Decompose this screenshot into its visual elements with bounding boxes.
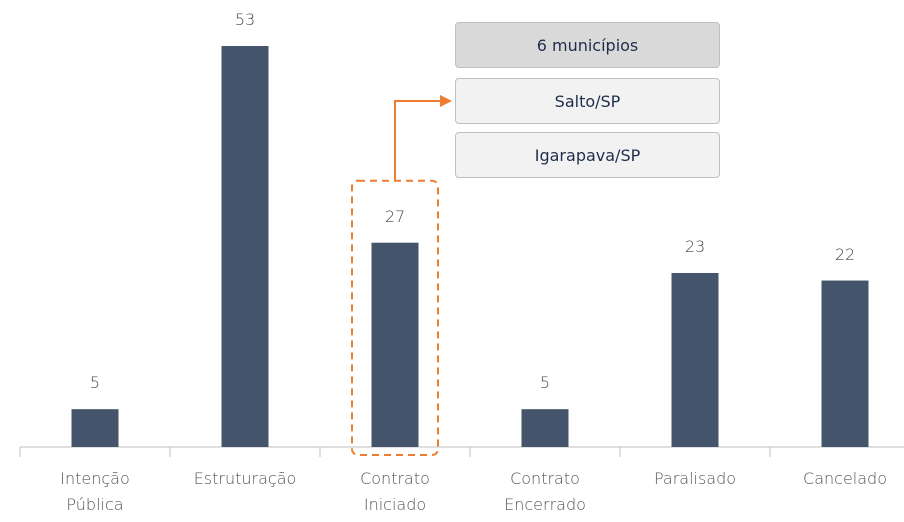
arrow-head bbox=[440, 95, 452, 107]
value-label: 5 bbox=[89, 373, 101, 393]
bar bbox=[821, 280, 869, 447]
bar bbox=[371, 242, 419, 447]
value-label: 22 bbox=[834, 244, 856, 264]
bar bbox=[521, 409, 569, 447]
bar bbox=[221, 46, 269, 447]
x-tick-label: Estruturação bbox=[193, 469, 297, 488]
bar bbox=[671, 272, 719, 447]
annotation-item: Igarapava/SP bbox=[455, 132, 720, 178]
annotation-item: Salto/SP bbox=[455, 78, 720, 124]
x-tick-label: Contrato Encerrado bbox=[504, 469, 586, 514]
annotation-title: 6 municípios bbox=[455, 22, 720, 68]
x-tick-label: Cancelado bbox=[803, 469, 887, 488]
value-label: 27 bbox=[384, 206, 406, 226]
connector bbox=[394, 100, 440, 181]
x-tick-label: Paralisado bbox=[653, 469, 737, 488]
x-tick-label: Contrato Iniciado bbox=[360, 469, 430, 514]
value-label: 53 bbox=[234, 10, 256, 29]
value-label: 5 bbox=[539, 373, 551, 393]
bar bbox=[71, 409, 119, 447]
x-tick-label: Intenção Pública bbox=[60, 469, 130, 514]
value-label: 23 bbox=[684, 236, 706, 256]
